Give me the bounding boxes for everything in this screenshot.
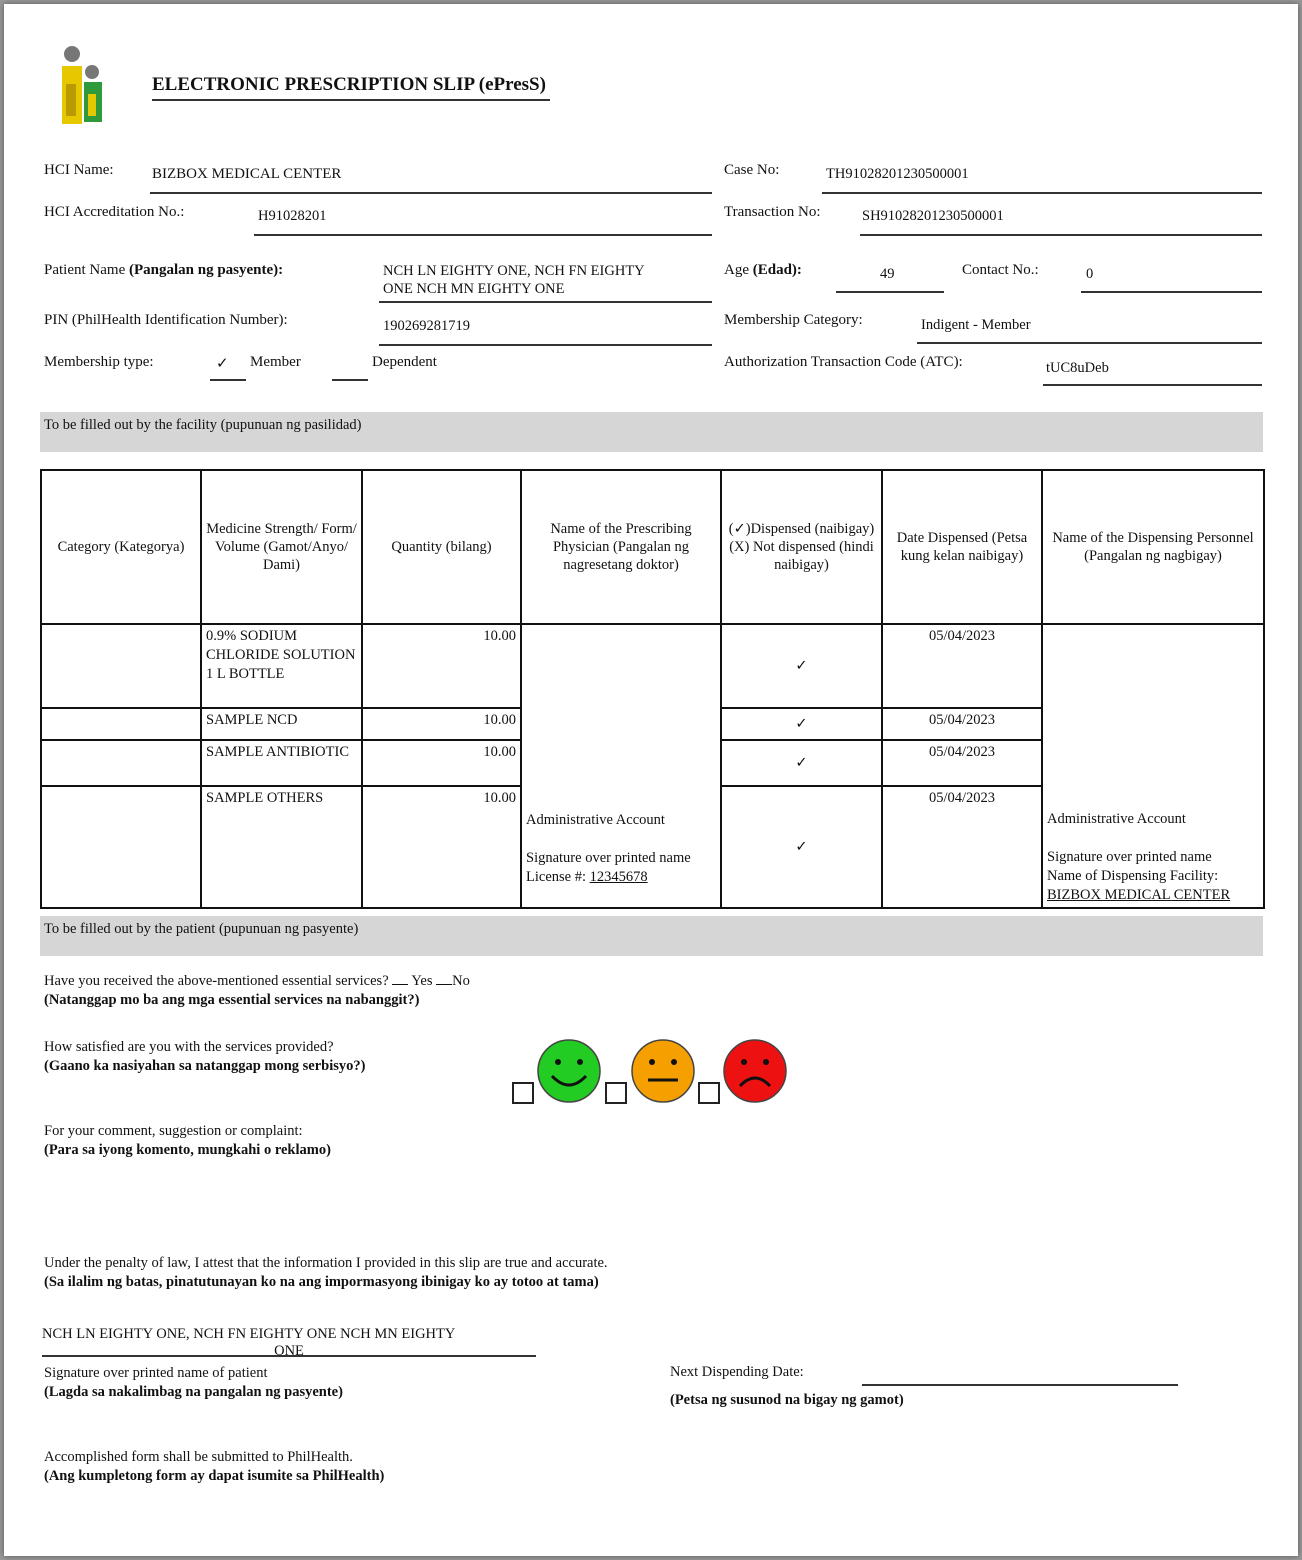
personnel-name: Administrative Account <box>1047 811 1186 827</box>
dispensed-check: ✓ <box>720 707 883 741</box>
category-cell <box>40 707 202 741</box>
header-date: Date Dispensed (Petsa kung kelan naibiga… <box>881 469 1043 625</box>
physician-signature-label: Signature over printed name <box>526 850 691 866</box>
submission-note: Accomplished form shall be submitted to … <box>44 1449 385 1484</box>
hci-name-value: BIZBOX MEDICAL CENTER <box>152 166 342 182</box>
next-dispensing-label: Next Dispending Date: <box>670 1364 804 1380</box>
member-option: Member <box>250 354 301 370</box>
next-dispensing-date-field[interactable] <box>862 1384 1178 1386</box>
document-title: ELECTRONIC PRESCRIPTION SLIP (ePresS) <box>152 74 550 101</box>
prescription-table: Category (Kategorya) Medicine Strength/ … <box>40 469 1265 909</box>
physician-license: License #: 12345678 <box>526 869 648 885</box>
personnel-signature-label: Signature over printed name <box>1047 849 1212 865</box>
physician-name: Administrative Account <box>526 812 665 828</box>
quantity-cell: 10.00 <box>361 785 522 909</box>
comment-section: For your comment, suggestion or complain… <box>44 1123 331 1158</box>
neutral-face-icon <box>631 1039 695 1103</box>
yes-option[interactable]: Yes <box>411 973 433 989</box>
dispensed-check: ✓ <box>720 785 883 909</box>
header-medicine: Medicine Strength/ Form/ Volume (Gamot/A… <box>200 469 363 625</box>
hci-name-label: HCI Name: <box>44 162 114 178</box>
patient-section-band: To be filled out by the patient (pupunua… <box>40 916 1263 956</box>
dispensing-facility: Name of Dispensing Facility: BIZBOX MEDI… <box>1047 868 1231 903</box>
transaction-value: SH91028201230500001 <box>862 208 1004 224</box>
table-row: SAMPLE OTHERS 10.00 ✓ 05/04/2023 <box>40 785 1264 909</box>
header-category: Category (Kategorya) <box>40 469 202 625</box>
atc-label: Authorization Transaction Code (ATC): <box>724 354 963 370</box>
sad-face-icon <box>723 1039 787 1103</box>
quantity-cell: 10.00 <box>361 623 522 709</box>
next-dispensing-tl: (Petsa ng susunod na bigay ng gamot) <box>670 1392 904 1408</box>
medicine-cell: SAMPLE OTHERS <box>200 785 363 909</box>
contact-label: Contact No.: <box>962 262 1039 278</box>
accreditation-label: HCI Accreditation No.: <box>44 204 185 220</box>
member-checkmark[interactable]: ✓ <box>216 356 229 372</box>
patient-name-value: NCH LN EIGHTY ONE, NCH FN EIGHTY ONE NCH … <box>383 263 645 297</box>
contact-value: 0 <box>1086 266 1094 282</box>
pin-label: PIN (PhilHealth Identification Number): <box>44 312 288 328</box>
date-cell: 05/04/2023 <box>881 623 1043 709</box>
satisfaction-question: How satisfied are you with the services … <box>44 1039 366 1074</box>
attestation: Under the penalty of law, I attest that … <box>44 1255 608 1290</box>
age-label: Age (Edad): <box>724 262 802 278</box>
patient-name-label: Patient Name (Pangalan ng pasyente): <box>44 262 284 278</box>
membership-category-value: Indigent - Member <box>921 317 1031 333</box>
case-no-value: TH91028201230500001 <box>826 166 969 182</box>
received-question: Have you received the above-mentioned es… <box>44 973 470 1008</box>
category-cell <box>40 739 202 787</box>
category-cell <box>40 623 202 709</box>
neutral-checkbox[interactable] <box>605 1082 627 1104</box>
medicine-cell: SAMPLE NCD <box>200 707 363 741</box>
medicine-cell: 0.9% SODIUM CHLORIDE SOLUTION 1 L BOTTLE <box>200 623 363 709</box>
header-physician: Name of the Prescribing Physician (Panga… <box>520 469 722 625</box>
happy-face-icon <box>537 1039 601 1103</box>
quantity-cell: 10.00 <box>361 739 522 787</box>
table-row: SAMPLE NCD 10.00 ✓ 05/04/2023 <box>40 707 1264 741</box>
transaction-label: Transaction No: <box>724 204 821 220</box>
dispensed-check: ✓ <box>720 739 883 787</box>
pin-value: 190269281719 <box>383 318 470 334</box>
dispensed-check: ✓ <box>720 623 883 709</box>
personnel-cell: Administrative Account Signature over pr… <box>1041 623 1265 909</box>
facility-section-band: To be filled out by the facility (pupunu… <box>40 412 1263 452</box>
dependent-option: Dependent <box>372 354 437 370</box>
header-personnel: Name of the Dispensing Personnel (Pangal… <box>1041 469 1265 625</box>
date-cell: 05/04/2023 <box>881 785 1043 909</box>
case-no-label: Case No: <box>724 162 780 178</box>
membership-category-label: Membership Category: <box>724 312 863 328</box>
date-cell: 05/04/2023 <box>881 739 1043 787</box>
no-option[interactable]: No <box>452 973 470 989</box>
physician-cell: Administrative Account Signature over pr… <box>520 623 722 909</box>
accreditation-value: H91028201 <box>258 208 327 224</box>
philhealth-logo <box>62 46 102 124</box>
membership-type-label: Membership type: <box>44 354 154 370</box>
sad-checkbox[interactable] <box>698 1082 720 1104</box>
prescription-slip-page: ELECTRONIC PRESCRIPTION SLIP (ePresS) HC… <box>4 4 1298 1556</box>
table-row: SAMPLE ANTIBIOTIC 10.00 ✓ 05/04/2023 <box>40 739 1264 787</box>
patient-signature-label: Signature over printed name of patient (L… <box>44 1365 343 1400</box>
header-quantity: Quantity (bilang) <box>361 469 522 625</box>
patient-printed-name: NCH LN EIGHTY ONE, NCH FN EIGHTY ONE NCH… <box>42 1326 536 1357</box>
medicine-cell: SAMPLE ANTIBIOTIC <box>200 739 363 787</box>
table-row: 0.9% SODIUM CHLORIDE SOLUTION 1 L BOTTLE… <box>40 623 1265 909</box>
quantity-cell: 10.00 <box>361 707 522 741</box>
category-cell <box>40 785 202 909</box>
atc-value: tUC8uDeb <box>1046 360 1109 376</box>
age-value: 49 <box>880 266 895 282</box>
date-cell: 05/04/2023 <box>881 707 1043 741</box>
happy-checkbox[interactable] <box>512 1082 534 1104</box>
header-dispensed: (✓)Dispensed (naibigay) (X) Not dispense… <box>720 469 883 625</box>
table-header-row: Category (Kategorya) Medicine Strength/ … <box>40 469 1265 625</box>
